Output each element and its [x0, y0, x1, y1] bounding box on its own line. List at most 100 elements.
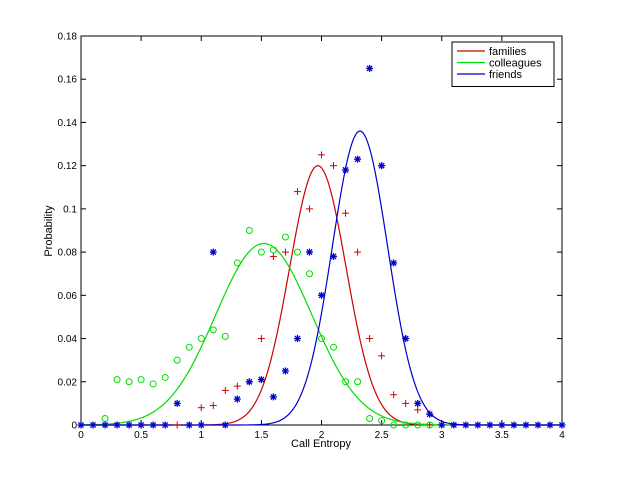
marker-colleagues	[137, 376, 145, 384]
marker-families	[378, 352, 386, 360]
x-tick-label: 3	[439, 430, 445, 441]
x-axis-label: Call Entropy	[291, 438, 351, 450]
marker-friends	[486, 421, 494, 429]
marker-colleagues	[257, 248, 265, 256]
marker-families	[426, 421, 434, 429]
y-tick-label: 0.06	[58, 291, 78, 302]
marker-friends	[342, 166, 350, 174]
marker-friends	[510, 421, 518, 429]
marker-friends	[209, 248, 217, 256]
marker-friends	[89, 421, 97, 429]
marker-colleagues	[342, 378, 350, 386]
x-tick-label: 4	[559, 430, 565, 441]
marker-families	[305, 205, 313, 213]
fit-curves	[80, 130, 562, 426]
data-markers	[77, 64, 566, 429]
marker-colleagues	[366, 415, 374, 423]
y-tick-label: 0	[71, 421, 77, 432]
x-tick-label: 2	[319, 430, 325, 441]
marker-friends	[197, 421, 205, 429]
marker-friends	[149, 421, 157, 429]
marker-friends	[221, 421, 229, 429]
marker-families	[414, 406, 422, 414]
marker-colleagues	[245, 227, 253, 234]
marker-colleagues	[293, 248, 301, 256]
marker-friends	[402, 335, 410, 343]
marker-families	[233, 382, 241, 390]
legend-entry: colleagues	[489, 58, 542, 70]
marker-friends	[77, 421, 85, 429]
marker-colleagues	[185, 343, 193, 351]
marker-friends	[245, 378, 253, 386]
y-axis-label: Probability	[43, 205, 55, 257]
marker-friends	[161, 421, 169, 429]
marker-colleagues	[390, 421, 398, 429]
marker-friends	[281, 367, 289, 375]
marker-colleagues	[161, 373, 169, 381]
marker-friends	[173, 399, 181, 407]
x-tick-label: 3.5	[495, 430, 509, 441]
marker-friends	[318, 291, 325, 299]
marker-colleagues	[269, 246, 277, 254]
legend-box	[451, 41, 555, 87]
marker-friends	[354, 155, 362, 163]
marker-colleagues	[233, 259, 241, 267]
marker-friends	[498, 421, 506, 429]
marker-colleagues	[305, 270, 313, 278]
marker-friends	[269, 393, 277, 401]
marker-colleagues	[113, 376, 121, 384]
marker-friends	[522, 421, 530, 429]
marker-colleagues	[209, 326, 217, 334]
marker-families	[269, 252, 277, 260]
marker-families	[354, 248, 362, 256]
marker-families	[330, 162, 338, 170]
y-tick-label: 0.16	[58, 75, 78, 86]
marker-friends	[293, 335, 301, 343]
y-tick-label: 0.04	[58, 334, 78, 345]
marker-friends	[534, 421, 542, 429]
marker-friends	[185, 421, 193, 429]
marker-colleagues	[125, 378, 133, 386]
fit-curve-friends	[81, 130, 562, 426]
y-tick-label: 0.18	[58, 32, 78, 43]
legend-entry: families	[489, 46, 527, 58]
marker-colleagues	[354, 378, 362, 386]
marker-colleagues	[173, 356, 181, 364]
marker-friends	[438, 421, 446, 429]
x-tick-label: 0.5	[134, 430, 148, 441]
marker-friends	[450, 421, 458, 429]
marker-colleagues	[197, 335, 205, 343]
x-tick-label: 1.5	[254, 430, 268, 441]
marker-families	[281, 248, 289, 256]
marker-friends	[546, 421, 554, 429]
marker-families	[221, 386, 229, 394]
marker-colleagues	[149, 380, 157, 388]
marker-colleagues	[318, 335, 325, 343]
marker-friends	[257, 376, 265, 384]
marker-friends	[330, 252, 338, 260]
marker-friends	[426, 410, 434, 418]
plot-area	[80, 35, 563, 426]
legend-entry: friends	[489, 69, 523, 81]
marker-families	[402, 399, 410, 407]
marker-colleagues	[221, 332, 229, 340]
marker-families	[293, 188, 301, 196]
y-tick-label: 0.1	[63, 204, 77, 215]
marker-families	[342, 209, 350, 217]
marker-friends	[101, 421, 109, 429]
marker-friends	[378, 162, 386, 170]
marker-families	[318, 151, 325, 159]
marker-colleagues	[414, 421, 422, 429]
marker-colleagues	[330, 343, 338, 351]
marker-friends	[390, 259, 398, 267]
marker-colleagues	[402, 421, 410, 429]
marker-families	[257, 335, 265, 343]
marker-families	[366, 335, 374, 343]
marker-friends	[558, 421, 566, 429]
x-tick-label: 0	[78, 430, 84, 441]
marker-colleagues	[378, 417, 386, 425]
marker-friends	[366, 64, 374, 72]
marker-friends	[414, 399, 422, 407]
